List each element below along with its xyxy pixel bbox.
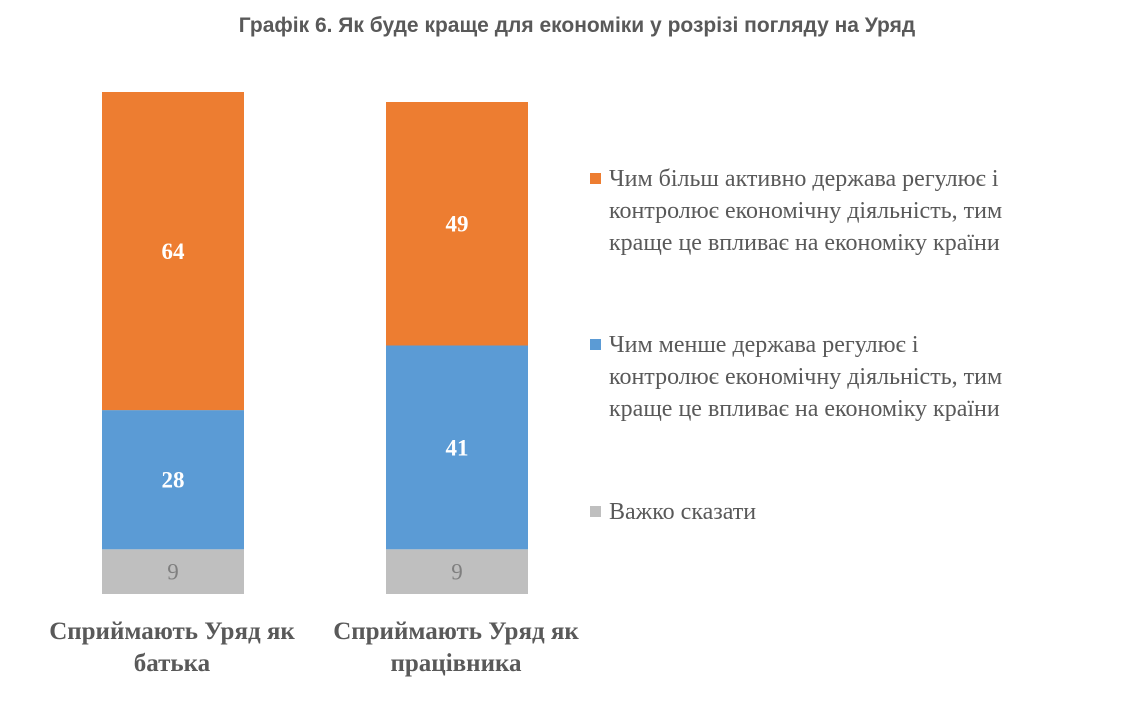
bar-segment-hard-to-say-0 (102, 549, 244, 594)
data-label-less-regulation-1: 41 (446, 435, 469, 460)
legend-swatch-gray (590, 506, 601, 517)
data-label-less-regulation-0: 28 (162, 468, 185, 493)
category-label-employee: Сприймають Уряд як працівника (333, 618, 579, 677)
legend-item-hard-to-say: Важко сказати (590, 496, 1089, 528)
legend-swatch-blue (590, 339, 601, 350)
bar-segment-more-regulation-1 (386, 102, 528, 346)
chart-title: Графік 6. Як буде краще для економіки у … (238, 14, 916, 37)
bar-segment-more-regulation-0 (102, 92, 244, 411)
bar-segment-less-regulation-0 (102, 410, 244, 550)
legend-swatch-orange (590, 173, 601, 184)
category-label-father: Сприймають Уряд як батька (49, 618, 295, 677)
bar-segment-hard-to-say-1 (386, 549, 528, 594)
data-label-hard-to-say-1: 9 (451, 560, 463, 585)
legend-label-less-regulation: Чим менше держава регулює і контролює ек… (609, 332, 1003, 422)
legend-label-hard-to-say: Важко сказати (609, 499, 757, 525)
data-label-hard-to-say-0: 9 (167, 560, 179, 585)
legend-item-more-regulation: Чим більш активно держава регулює і конт… (590, 163, 1089, 259)
data-label-more-regulation-0: 64 (162, 239, 186, 264)
data-label-more-regulation-1: 49 (446, 212, 469, 237)
bar-segment-less-regulation-1 (386, 345, 528, 550)
legend-label-more-regulation: Чим більш активно держава регулює і конт… (609, 166, 1003, 256)
legend-item-less-regulation: Чим менше держава регулює і контролює ек… (590, 329, 1089, 425)
